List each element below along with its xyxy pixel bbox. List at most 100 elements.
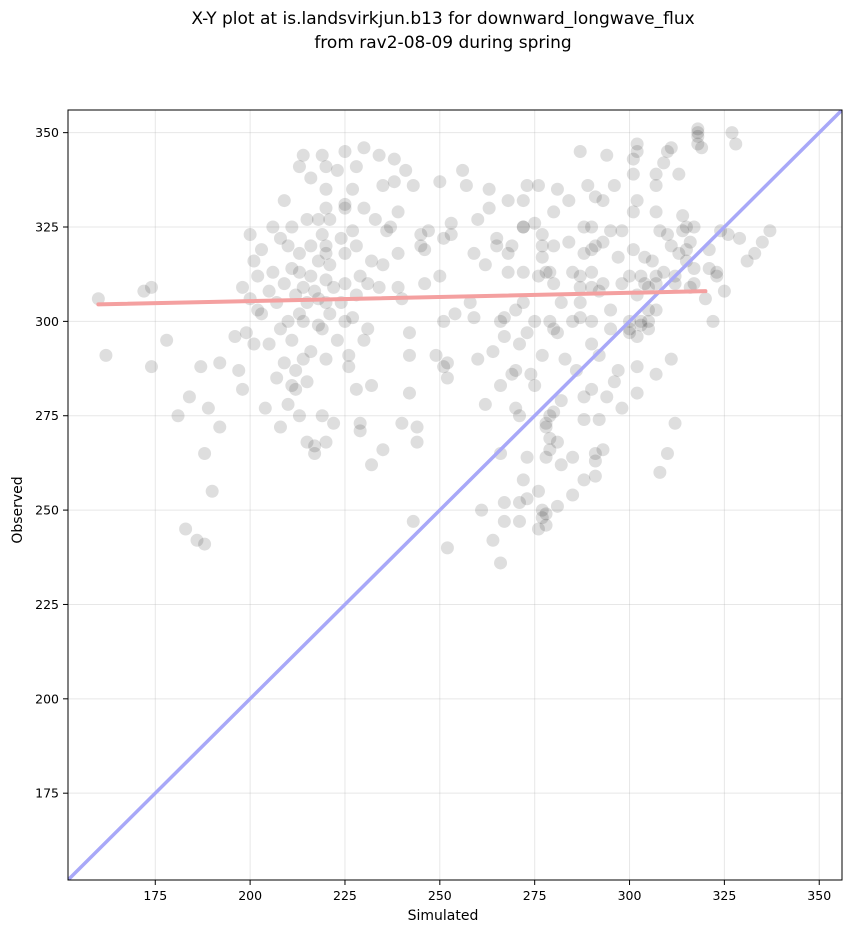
data-point-350: [683, 235, 697, 249]
data-point-120: [361, 322, 375, 336]
data-point-355: [691, 122, 705, 136]
data-point-170: [471, 352, 485, 366]
data-point-338: [664, 239, 678, 253]
data-point-276: [588, 190, 602, 204]
data-point-53: [292, 160, 306, 174]
regression-line: [96, 289, 708, 307]
data-point-226: [539, 416, 553, 430]
data-point-97: [334, 231, 348, 245]
data-point-319: [642, 314, 655, 328]
data-point-7: [179, 522, 193, 536]
data-point-344: [672, 246, 686, 260]
data-point-3: [144, 280, 158, 294]
data-point-342: [668, 416, 682, 430]
data-point-333: [657, 265, 671, 279]
data-point-100: [338, 145, 352, 159]
data-point-42: [277, 356, 291, 370]
data-point-183: [494, 446, 508, 460]
data-point-173: [478, 397, 492, 411]
data-point-330: [653, 224, 667, 238]
data-point-228: [539, 450, 553, 464]
data-point-197: [513, 409, 526, 423]
data-point-43: [281, 314, 295, 328]
data-point-280: [592, 413, 606, 427]
data-point-255: [569, 363, 583, 377]
data-point-107: [346, 182, 360, 196]
data-point-207: [520, 178, 534, 192]
data-point-142: [402, 386, 416, 400]
data-point-138: [395, 416, 409, 430]
data-point-99: [338, 197, 352, 211]
data-point-332: [657, 156, 671, 170]
data-point-145: [406, 514, 420, 528]
data-point-128: [376, 178, 390, 192]
data-point-264: [577, 246, 591, 260]
data-point-256: [573, 145, 587, 159]
data-point-374: [755, 235, 769, 249]
data-point-368: [721, 228, 735, 242]
data-point-352: [687, 220, 701, 234]
data-point-238: [547, 239, 561, 253]
data-point-258: [573, 280, 587, 294]
data-point-201: [516, 194, 530, 208]
data-point-65: [300, 375, 314, 389]
y-tick-label-6: 325: [35, 220, 59, 235]
data-point-298: [623, 269, 637, 283]
data-point-161: [440, 356, 454, 370]
data-point-335: [660, 228, 674, 242]
data-point-86: [319, 273, 333, 287]
data-point-218: [531, 484, 545, 498]
data-point-6: [171, 409, 185, 423]
data-point-346: [676, 224, 690, 238]
data-point-89: [319, 435, 333, 449]
data-point-96: [330, 163, 344, 177]
data-point-55: [292, 246, 306, 260]
data-point-373: [748, 246, 762, 260]
data-point-151: [418, 243, 432, 257]
data-point-121: [361, 277, 375, 291]
data-point-260: [573, 311, 587, 325]
data-point-78: [315, 228, 329, 242]
data-point-269: [585, 314, 599, 328]
x-tick-label-1: 200: [238, 888, 262, 903]
data-point-289: [604, 224, 618, 238]
y-tick-label-0: 175: [35, 786, 59, 801]
data-point-307: [630, 145, 644, 159]
data-point-193: [505, 239, 519, 253]
data-point-23: [243, 292, 257, 306]
data-point-136: [391, 280, 405, 294]
data-point-62: [300, 435, 314, 449]
data-point-76: [311, 318, 325, 332]
data-point-68: [304, 269, 318, 283]
data-point-232: [543, 443, 557, 457]
data-point-214: [528, 379, 542, 393]
data-point-317: [638, 250, 652, 264]
data-point-195: [509, 303, 523, 317]
data-point-51: [289, 382, 303, 396]
data-point-135: [391, 246, 405, 260]
data-point-153: [429, 348, 443, 362]
data-point-188: [497, 311, 511, 325]
data-point-127: [372, 148, 386, 162]
data-point-154: [433, 175, 447, 189]
data-point-70: [308, 439, 322, 453]
data-point-179: [490, 239, 504, 253]
data-point-126: [372, 280, 386, 294]
data-point-248: [558, 352, 572, 366]
x-tick-label-3: 250: [428, 888, 452, 903]
data-point-288: [604, 303, 618, 317]
data-point-90: [323, 212, 337, 226]
data-point-150: [418, 277, 432, 291]
data-point-83: [319, 201, 333, 215]
data-point-61: [296, 314, 310, 328]
data-point-329: [649, 303, 663, 317]
data-point-206: [516, 473, 530, 487]
data-point-282: [596, 443, 610, 457]
y-tick-label-4: 275: [35, 408, 59, 423]
data-point-155: [433, 269, 447, 283]
data-point-287: [600, 148, 614, 162]
data-point-247: [554, 458, 568, 472]
data-point-156: [437, 360, 451, 374]
data-point-58: [296, 148, 310, 162]
data-point-305: [626, 243, 640, 257]
